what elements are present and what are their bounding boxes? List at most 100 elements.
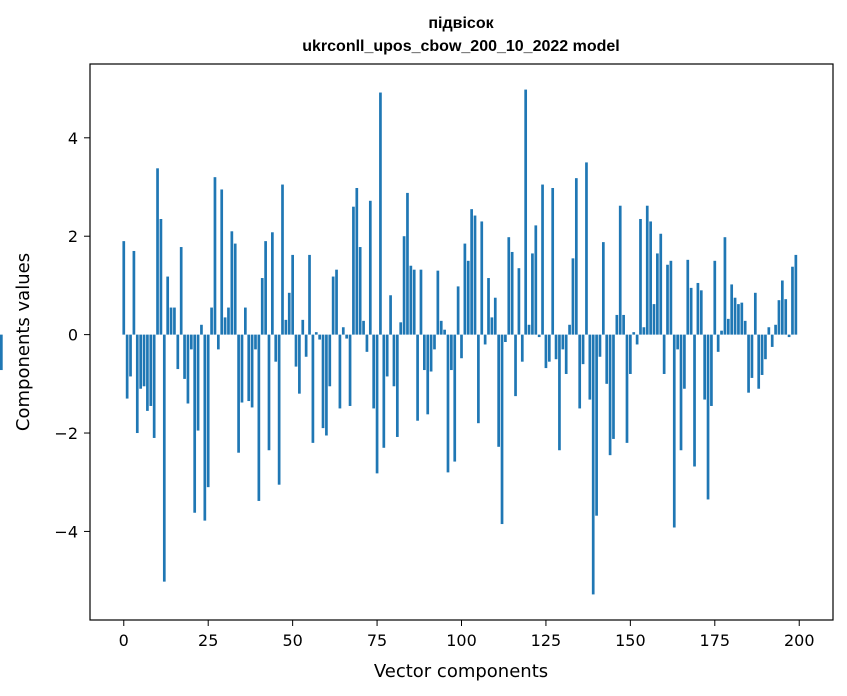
bar-79 [389,295,392,335]
bar-107 [483,334,487,345]
bar-96 [446,334,450,473]
bar-175 [713,260,717,335]
bar-118 [520,334,524,362]
bar-21 [193,334,197,513]
bar-78 [385,334,389,377]
bar-59 [321,334,325,429]
bar-66 [345,334,349,339]
bar-130 [561,334,565,350]
bar-25 [206,334,210,488]
bar-73 [368,200,372,335]
bar-173 [706,334,710,500]
bar-146 [615,314,619,335]
x-tick-label-150: 150 [615,631,646,650]
bar-193 [774,324,777,335]
bar-123 [537,334,541,338]
bar-90 [426,334,430,415]
plot-frame [89,63,834,621]
bar-132 [568,324,571,335]
bar-87 [416,334,419,421]
y-tick-label--4: −4 [54,522,78,541]
bar-125 [544,334,548,369]
bar-28 [216,334,220,350]
y-tick-label-2: 2 [68,227,78,246]
bar-109 [490,317,494,335]
bar-36 [244,307,247,335]
bar-138 [588,334,592,400]
bar-190 [764,334,767,360]
bar-89 [423,334,426,371]
bar-97 [450,334,453,371]
bar-143 [605,334,609,384]
bar-171 [699,290,703,335]
x-tick-label-200: 200 [784,631,815,650]
bar-188 [757,334,761,389]
bar-160 [662,334,666,374]
bar-83 [402,236,406,335]
bar-68 [352,206,355,335]
bar-80 [392,334,396,387]
bar-113 [504,334,507,342]
bar-154 [642,327,646,335]
bar-48 [284,319,288,335]
y-axis-label: Components values [13,253,34,431]
bar-37 [247,334,251,402]
chart-title: підвісок [428,15,494,32]
bar-29 [220,189,224,335]
bar-58 [318,334,321,340]
bar-13 [166,276,170,335]
bar-180 [730,284,734,335]
bar-101 [463,243,467,335]
bar-46 [277,334,281,485]
bar-12 [162,334,166,582]
bar-121 [531,253,534,335]
bar-131 [564,334,568,374]
bar-103 [470,209,473,335]
bar-104 [473,215,477,335]
bar-49 [287,292,291,335]
bar-54 [304,334,308,357]
bar-186 [750,334,754,378]
bar-120 [527,324,531,335]
bar-52 [298,334,301,394]
bar-94 [439,320,443,335]
x-tick-label-125: 125 [531,631,562,650]
bar-182 [737,304,740,335]
bar-142 [601,242,605,335]
bar-197 [787,334,791,338]
bar-92 [433,334,436,350]
bar-191 [767,327,771,335]
bar-141 [598,334,602,357]
bar-2 [129,334,132,377]
bar-93 [436,270,440,335]
bar-67 [348,334,352,406]
bar-151 [632,332,636,335]
bar-31 [227,307,230,335]
bar-84 [406,192,409,335]
bar-100 [460,334,463,359]
bar-43 [267,334,271,451]
bar-99 [456,286,460,335]
bar-177 [720,330,723,335]
x-axis-label: Vector components [374,661,548,682]
x-tick-label-50: 50 [282,631,302,650]
bar-116 [514,334,517,397]
bar-82 [399,322,403,335]
bar-61 [328,334,332,387]
bar-1 [125,334,129,399]
x-axis: 0 25 50 75 100 125 150 175 200 [119,620,815,650]
bar-157 [652,304,656,335]
bar-174 [710,334,713,406]
bar-144 [608,334,612,456]
x-tick-label-75: 75 [367,631,387,650]
bar-55 [308,254,311,335]
bar-128 [554,334,558,360]
bar-155 [645,205,649,335]
bar-86 [412,269,416,335]
bar-127 [551,187,555,335]
bar-35 [240,334,244,403]
bar-198 [791,266,794,335]
bars-group [0,89,798,595]
bar-163 [672,334,676,528]
bar-51 [294,334,298,367]
